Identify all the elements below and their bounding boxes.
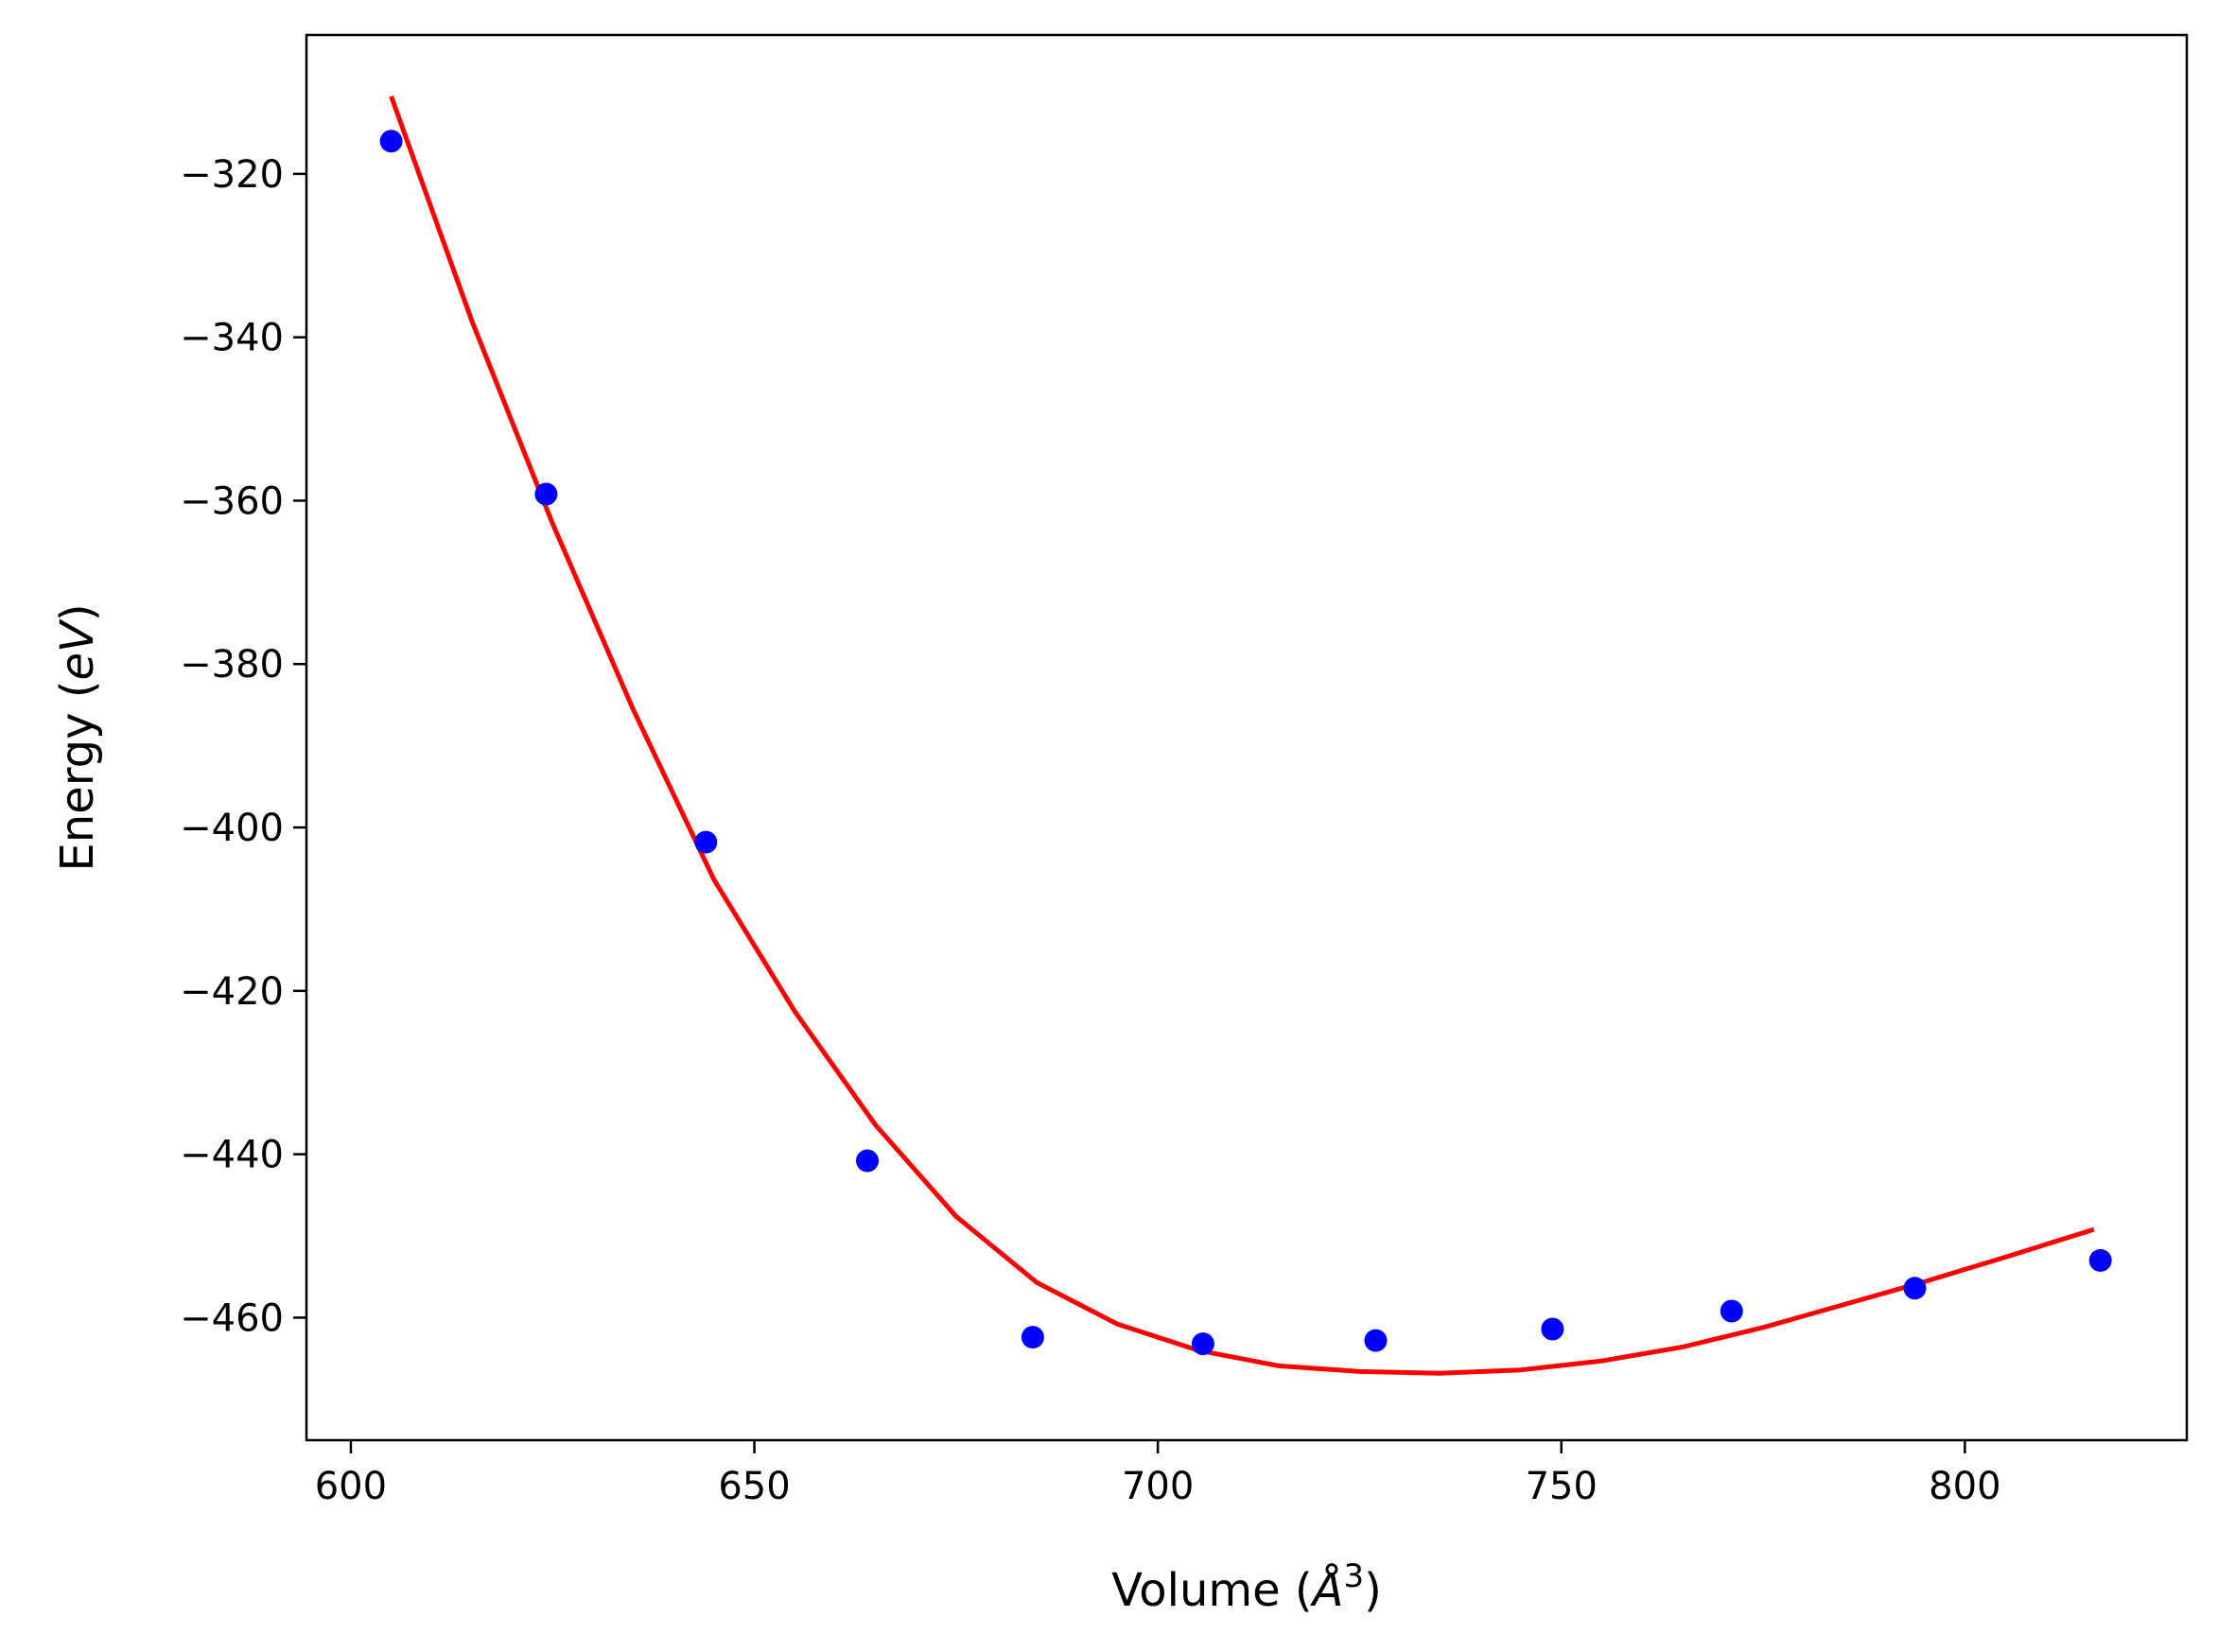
y-tick-label: −400 <box>180 807 284 850</box>
data-point <box>534 482 558 506</box>
x-axis-label-suffix: ) <box>1364 1564 1382 1617</box>
data-point <box>1903 1277 1927 1300</box>
fit-curve-line <box>389 95 2095 1376</box>
plot-area <box>379 95 2112 1376</box>
y-tick-label: −360 <box>180 479 284 523</box>
y-tick-label: −460 <box>180 1296 284 1340</box>
x-tick-label: 700 <box>1122 1465 1194 1508</box>
data-point <box>1720 1299 1743 1323</box>
data-point <box>1364 1329 1388 1352</box>
data-point <box>1191 1332 1214 1356</box>
y-tick-label: −340 <box>180 317 284 360</box>
y-tick-label: −380 <box>180 643 284 687</box>
data-point <box>379 130 403 153</box>
y-axis-label-symbol: eV <box>51 618 104 681</box>
data-point <box>856 1149 879 1173</box>
x-tick-label: 600 <box>315 1465 387 1508</box>
y-tick-label: −420 <box>180 970 284 1014</box>
data-point <box>694 830 718 854</box>
y-axis-label-suffix: ) <box>51 603 104 621</box>
data-point <box>1541 1317 1564 1341</box>
axes-frame <box>305 33 2189 1442</box>
x-tick-label: 750 <box>1526 1465 1598 1508</box>
ticks: 600 650 700 750 800 −320 −340 −360 −380 −400 −420 −… <box>180 153 2000 1508</box>
data-point <box>1021 1326 1044 1349</box>
x-tick-label: 800 <box>1929 1465 2000 1508</box>
y-axis-label: Energy (eV) <box>51 603 104 871</box>
y-tick-label: −320 <box>180 153 284 197</box>
y-axis-label-prefix: Energy ( <box>51 681 104 872</box>
x-axis-label-superscript: 3 <box>1343 1557 1364 1595</box>
x-axis-label: Volume (Å3) <box>1111 1557 1382 1617</box>
x-axis-label-symbol: Å <box>1310 1563 1344 1617</box>
x-axis-label-prefix: Volume ( <box>1111 1564 1313 1617</box>
x-tick-label: 650 <box>718 1465 790 1508</box>
y-tick-label: −440 <box>180 1134 284 1177</box>
data-point <box>2088 1248 2112 1272</box>
